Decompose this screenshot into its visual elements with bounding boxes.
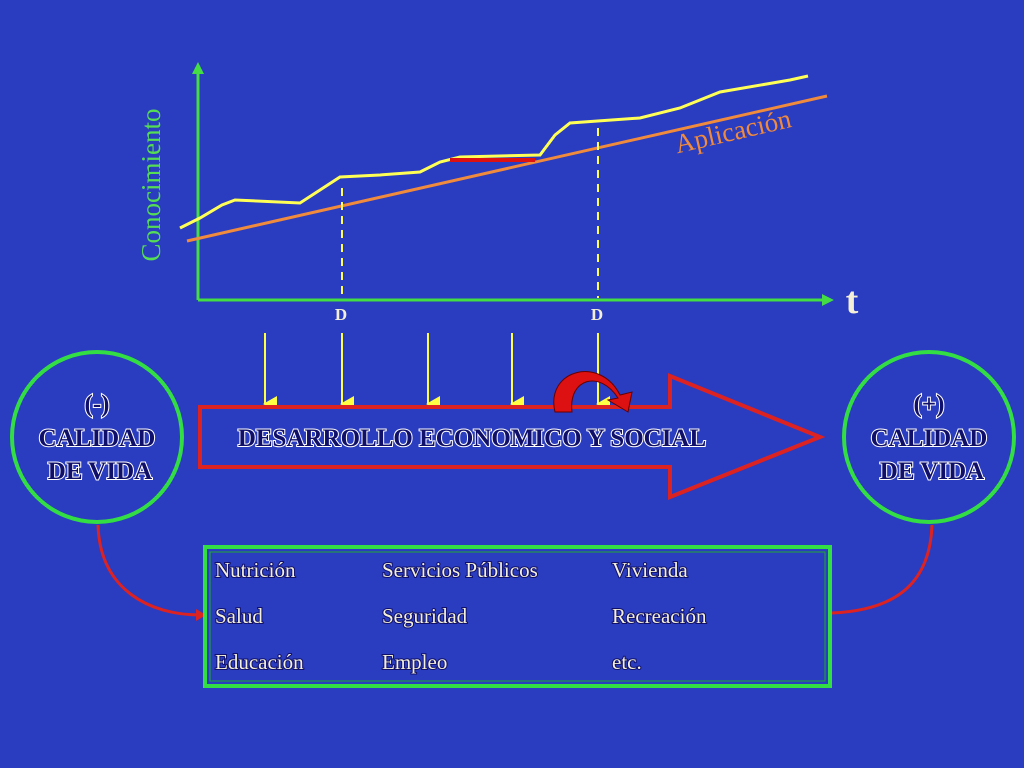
factor-item: Recreación (612, 604, 707, 628)
factor-item: etc. (612, 650, 642, 674)
marker-label: D (591, 305, 603, 324)
application-line (186, 94, 828, 243)
y-axis-label: Conocimiento (136, 109, 166, 262)
factors-box (203, 545, 832, 688)
x-axis-arrow (822, 294, 834, 306)
curved-arrow (553, 371, 633, 413)
circle-sign: (-) (85, 391, 110, 418)
knowledge-curve (179, 74, 809, 230)
factor-item: Salud (215, 604, 263, 628)
connector (831, 524, 934, 615)
right-circle (842, 350, 1016, 524)
circle-text: DE VIDA (48, 458, 152, 485)
factor-item: Nutrición (215, 558, 296, 582)
factors: Nutrición Servicios Públicos Vivienda Salud… (214, 557, 708, 675)
x-axis-label: t (846, 280, 859, 322)
circle-sign: (+) (914, 391, 945, 418)
circle-text: DE VIDA (880, 458, 984, 485)
connector-arrow (196, 609, 206, 621)
connector (96, 524, 201, 617)
influence-arrows (263, 333, 610, 412)
marker-label: D (335, 305, 347, 324)
y-axis-arrow (192, 62, 204, 74)
factors-box-inner (209, 551, 826, 682)
factor-item: Educación (215, 650, 304, 674)
factor-item: Empleo (382, 650, 447, 674)
factor-item: Vivienda (612, 558, 688, 582)
arrow-label: DESARROLLO ECONOMICO Y SOCIAL (238, 425, 706, 452)
left-circle (10, 350, 184, 524)
factor-item: Servicios Públicos (382, 558, 538, 582)
circle-text: CALIDAD (871, 425, 988, 452)
factor-item: Seguridad (382, 604, 468, 628)
development-arrow (198, 373, 826, 500)
circle-text: CALIDAD (39, 425, 156, 452)
